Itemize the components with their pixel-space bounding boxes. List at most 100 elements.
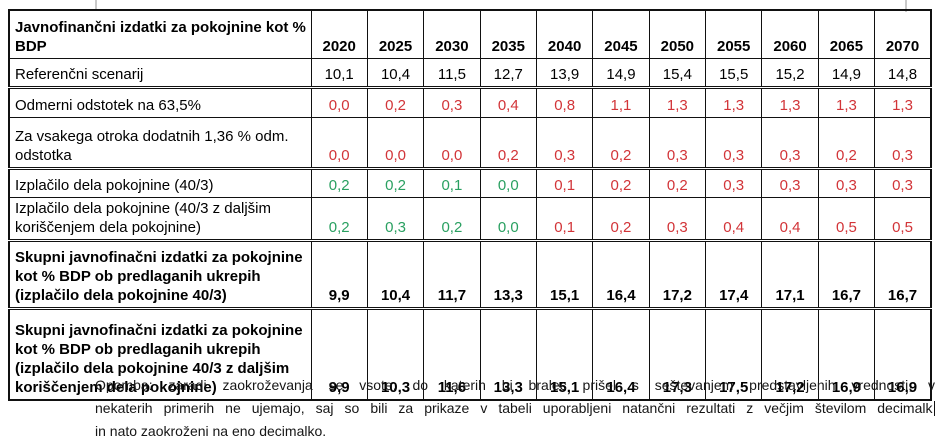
value-cell: 0,2	[592, 197, 650, 242]
value-cell: 16,9	[817, 308, 876, 401]
value-cell: 0,2	[592, 117, 650, 170]
value-cell: 0,5	[874, 197, 932, 242]
value-cell: 9,9	[310, 240, 368, 310]
value-cell: 0,3	[705, 117, 763, 170]
row-label: Izplačilo dela pokojnine (40/3 z daljšim…	[8, 197, 312, 242]
year-header-2055: 2055	[705, 9, 763, 59]
value-cell: 0,3	[705, 168, 763, 198]
row-label: Referenčni scenarij	[8, 58, 312, 89]
rounding-note: Opomba: zaradi zaokroževanja se vsote, d…	[95, 374, 935, 443]
value-cell: 13,9	[535, 58, 594, 89]
value-cell: 17,5	[705, 308, 763, 401]
value-cell: 0,2	[310, 168, 368, 198]
value-cell: 10,4	[366, 58, 425, 89]
value-cell: 15,1	[535, 308, 594, 401]
value-cell: 1,3	[874, 87, 932, 118]
value-cell: 0,3	[648, 197, 707, 242]
table-body: Referenčni scenarij 10,1 10,4 11,5 12,7 13,9 1…	[8, 58, 932, 401]
row-label: Skupni javnofinačni izdatki za pokojnine…	[8, 240, 312, 310]
note-line: nekaterih primerih ne ujemajo, saj so bi…	[95, 397, 935, 420]
value-cell: 15,1	[535, 240, 594, 310]
value-cell: 0,1	[535, 168, 594, 198]
value-cell: 1,3	[705, 87, 763, 118]
value-cell: 0,3	[874, 168, 932, 198]
value-cell: 0,8	[535, 87, 594, 118]
header-row: Javnofinančni izdatki za pokojnine kot %…	[8, 9, 932, 59]
value-cell: 16,7	[874, 240, 932, 310]
value-cell: 0,3	[761, 117, 819, 170]
value-cell: 1,3	[817, 87, 876, 118]
value-cell: 0,3	[535, 117, 594, 170]
table-row: Za vsakega otroka dodatnih 1,36 % odm. o…	[8, 117, 932, 170]
value-cell: 0,0	[423, 117, 481, 170]
year-header-2045: 2045	[592, 9, 650, 59]
row-label: Izplačilo dela pokojnine (40/3)	[8, 168, 312, 198]
value-cell: 0,2	[479, 117, 537, 170]
year-header-2040: 2040	[535, 9, 594, 59]
crop-artifact-tick-right	[905, 0, 907, 12]
table-row: Odmerni odstotek na 63,5% 0,0 0,2 0,3 0,4 0,8…	[8, 87, 932, 118]
value-cell: 0,2	[366, 168, 425, 198]
value-cell: 14,9	[817, 58, 876, 89]
value-cell: 11,5	[423, 58, 481, 89]
note-line: Opomba: zaradi zaokroževanja se vsote, d…	[95, 374, 935, 397]
value-cell: 16,4	[592, 308, 650, 401]
year-header-2060: 2060	[761, 9, 819, 59]
note-line: in nato zaokroženi na eno decimalko.	[95, 420, 935, 443]
value-cell: 0,0	[310, 117, 368, 170]
value-cell: 0,2	[648, 168, 707, 198]
note-text: nekaterih primerih ne ujemajo, saj so bi…	[95, 400, 933, 416]
pension-expenditure-table: Javnofinančni izdatki za pokojnine kot %…	[8, 9, 932, 401]
row-label: Skupni javnofinačni izdatki za pokojnine…	[8, 308, 312, 401]
year-header-2050: 2050	[648, 9, 707, 59]
value-cell: 15,5	[705, 58, 763, 89]
value-cell: 14,8	[874, 58, 932, 89]
value-cell: 17,3	[648, 308, 707, 401]
value-cell: 0,4	[761, 197, 819, 242]
value-cell: 14,9	[592, 58, 650, 89]
value-cell: 11,6	[423, 308, 481, 401]
value-cell: 17,1	[761, 240, 819, 310]
value-cell: 0,1	[535, 197, 594, 242]
year-header-2020: 2020	[310, 9, 368, 59]
value-cell: 1,1	[592, 87, 650, 118]
value-cell: 15,4	[648, 58, 707, 89]
note-text: Opomba: zaradi zaokroževanja se vsote, d…	[95, 377, 935, 393]
value-cell: 0,4	[479, 87, 537, 118]
table-row: Izplačilo dela pokojnine (40/3 z daljšim…	[8, 197, 932, 242]
value-cell: 0,3	[648, 117, 707, 170]
value-cell: 16,4	[592, 240, 650, 310]
value-cell: 0,2	[310, 197, 368, 242]
value-cell: 0,3	[874, 117, 932, 170]
year-header-2025: 2025	[366, 9, 425, 59]
value-cell: 0,2	[366, 87, 425, 118]
value-cell: 17,4	[705, 240, 763, 310]
value-cell: 0,2	[592, 168, 650, 198]
value-cell: 0,3	[423, 87, 481, 118]
value-cell: 0,4	[705, 197, 763, 242]
value-cell: 16,7	[817, 240, 876, 310]
value-cell: 0,3	[817, 168, 876, 198]
value-cell: 1,3	[761, 87, 819, 118]
crop-artifact-tick-left	[95, 0, 97, 10]
table-row: Skupni javnofinačni izdatki za pokojnine…	[8, 240, 932, 310]
row-label: Odmerni odstotek na 63,5%	[8, 87, 312, 118]
value-cell: 12,7	[479, 58, 537, 89]
value-cell: 0,3	[761, 168, 819, 198]
value-cell: 11,7	[423, 240, 481, 310]
year-header-2035: 2035	[479, 9, 537, 59]
table-row: Referenčni scenarij 10,1 10,4 11,5 12,7 13,9 1…	[8, 58, 932, 89]
value-cell: 0,5	[817, 197, 876, 242]
table-title: Javnofinančni izdatki za pokojnine kot %…	[8, 9, 312, 59]
year-header-2030: 2030	[423, 9, 481, 59]
value-cell: 13,3	[479, 240, 537, 310]
year-header-2065: 2065	[817, 9, 876, 59]
value-cell: 0,0	[479, 168, 537, 198]
value-cell: 17,2	[648, 240, 707, 310]
value-cell: 9,9	[310, 308, 368, 401]
table-row: Skupni javnofinačni izdatki za pokojnine…	[8, 308, 932, 401]
note-text: in nato zaokroženi na eno decimalko.	[95, 423, 327, 439]
year-header-2070: 2070	[874, 9, 932, 59]
table-row: Izplačilo dela pokojnine (40/3) 0,2 0,2 0,1…	[8, 168, 932, 198]
value-cell: 0,0	[366, 117, 425, 170]
